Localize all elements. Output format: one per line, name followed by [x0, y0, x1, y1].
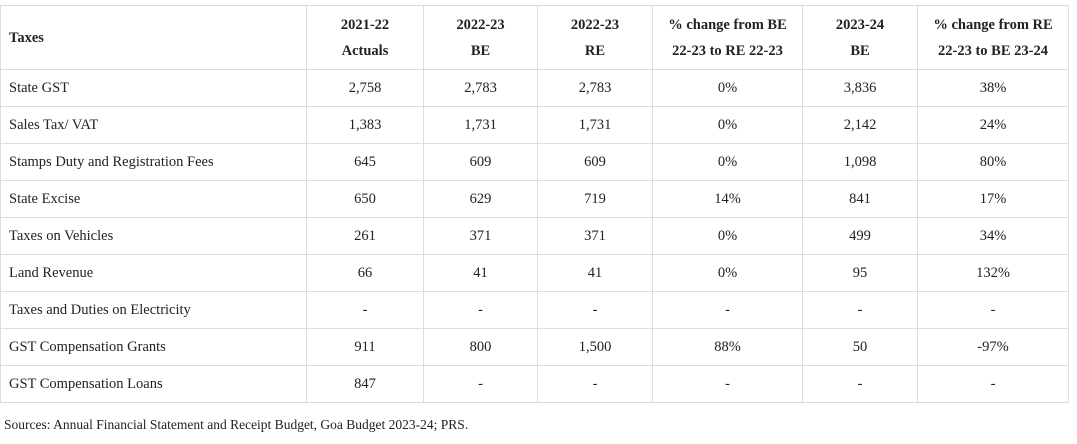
header-2023-24-be: 2023-24 BE	[802, 5, 918, 70]
table-row: GST Compensation Loans 847 - - - - -	[0, 365, 1069, 403]
change-be-re-cell: -	[652, 291, 803, 329]
table-row: Sales Tax/ VAT 1,383 1,731 1,731 0% 2,14…	[0, 106, 1069, 144]
table-row: State GST 2,758 2,783 2,783 0% 3,836 38%	[0, 69, 1069, 107]
tax-name-cell: State GST	[0, 69, 307, 107]
tax-name-cell: GST Compensation Loans	[0, 365, 307, 403]
header-change-re-to-be: % change from RE 22-23 to BE 23-24	[917, 5, 1069, 70]
re-2022-23-cell: 609	[537, 143, 653, 181]
be-2022-23-cell: 2,783	[423, 69, 538, 107]
change-be-re-cell: 14%	[652, 180, 803, 218]
actuals-2021-22-cell: 911	[306, 328, 424, 366]
change-be-re-cell: 88%	[652, 328, 803, 366]
header-2021-22-actuals: 2021-22 Actuals	[306, 5, 424, 70]
change-re-be-cell: -	[917, 291, 1069, 329]
re-2022-23-cell: 2,783	[537, 69, 653, 107]
be-2023-24-cell: -	[802, 291, 918, 329]
be-2022-23-cell: -	[423, 291, 538, 329]
change-be-re-cell: 0%	[652, 106, 803, 144]
be-2023-24-cell: 2,142	[802, 106, 918, 144]
table-row: GST Compensation Grants 911 800 1,500 88…	[0, 328, 1069, 366]
actuals-2021-22-cell: 2,758	[306, 69, 424, 107]
change-re-be-cell: 34%	[917, 217, 1069, 255]
be-2023-24-cell: 50	[802, 328, 918, 366]
header-change-be-to-re: % change from BE 22-23 to RE 22-23	[652, 5, 803, 70]
actuals-2021-22-cell: 1,383	[306, 106, 424, 144]
table-row: Land Revenue 66 41 41 0% 95 132%	[0, 254, 1069, 292]
table-row: Taxes and Duties on Electricity - - - - …	[0, 291, 1069, 329]
source-note: Sources: Annual Financial Statement and …	[4, 417, 469, 432]
header-taxes: Taxes	[0, 5, 307, 70]
table-header: Taxes 2021-22 Actuals 2022-23 BE 2022-23 RE…	[0, 5, 1069, 70]
change-re-be-cell: 17%	[917, 180, 1069, 218]
actuals-2021-22-cell: 645	[306, 143, 424, 181]
change-be-re-cell: -	[652, 365, 803, 403]
re-2022-23-cell: 371	[537, 217, 653, 255]
tax-name-cell: Taxes and Duties on Electricity	[0, 291, 307, 329]
be-2023-24-cell: 841	[802, 180, 918, 218]
tax-name-cell: GST Compensation Grants	[0, 328, 307, 366]
tax-name-cell: State Excise	[0, 180, 307, 218]
re-2022-23-cell: -	[537, 291, 653, 329]
header-2022-23-be: 2022-23 BE	[423, 5, 538, 70]
change-re-be-cell: 24%	[917, 106, 1069, 144]
actuals-2021-22-cell: 650	[306, 180, 424, 218]
change-re-be-cell: 132%	[917, 254, 1069, 292]
re-2022-23-cell: -	[537, 365, 653, 403]
change-re-be-cell: 38%	[917, 69, 1069, 107]
be-2022-23-cell: 1,731	[423, 106, 538, 144]
tax-name-cell: Taxes on Vehicles	[0, 217, 307, 255]
re-2022-23-cell: 719	[537, 180, 653, 218]
taxes-table: Taxes 2021-22 Actuals 2022-23 BE 2022-23 RE…	[0, 5, 1069, 403]
actuals-2021-22-cell: 847	[306, 365, 424, 403]
actuals-2021-22-cell: -	[306, 291, 424, 329]
be-2023-24-cell: 1,098	[802, 143, 918, 181]
change-be-re-cell: 0%	[652, 69, 803, 107]
change-re-be-cell: 80%	[917, 143, 1069, 181]
tax-name-cell: Stamps Duty and Registration Fees	[0, 143, 307, 181]
be-2023-24-cell: 499	[802, 217, 918, 255]
change-re-be-cell: -	[917, 365, 1069, 403]
change-re-be-cell: -97%	[917, 328, 1069, 366]
be-2023-24-cell: 95	[802, 254, 918, 292]
be-2022-23-cell: 609	[423, 143, 538, 181]
header-row: Taxes 2021-22 Actuals 2022-23 BE 2022-23 RE…	[0, 5, 1069, 70]
be-2023-24-cell: -	[802, 365, 918, 403]
tax-name-cell: Sales Tax/ VAT	[0, 106, 307, 144]
re-2022-23-cell: 41	[537, 254, 653, 292]
be-2023-24-cell: 3,836	[802, 69, 918, 107]
header-2022-23-re: 2022-23 RE	[537, 5, 653, 70]
be-2022-23-cell: -	[423, 365, 538, 403]
table-row: Taxes on Vehicles 261 371 371 0% 499 34%	[0, 217, 1069, 255]
table-row: State Excise 650 629 719 14% 841 17%	[0, 180, 1069, 218]
actuals-2021-22-cell: 261	[306, 217, 424, 255]
re-2022-23-cell: 1,731	[537, 106, 653, 144]
table-row: Stamps Duty and Registration Fees 645 60…	[0, 143, 1069, 181]
be-2022-23-cell: 629	[423, 180, 538, 218]
be-2022-23-cell: 41	[423, 254, 538, 292]
actuals-2021-22-cell: 66	[306, 254, 424, 292]
table-body: State GST 2,758 2,783 2,783 0% 3,836 38%…	[0, 69, 1069, 403]
tax-name-cell: Land Revenue	[0, 254, 307, 292]
be-2022-23-cell: 371	[423, 217, 538, 255]
change-be-re-cell: 0%	[652, 217, 803, 255]
re-2022-23-cell: 1,500	[537, 328, 653, 366]
change-be-re-cell: 0%	[652, 143, 803, 181]
change-be-re-cell: 0%	[652, 254, 803, 292]
be-2022-23-cell: 800	[423, 328, 538, 366]
